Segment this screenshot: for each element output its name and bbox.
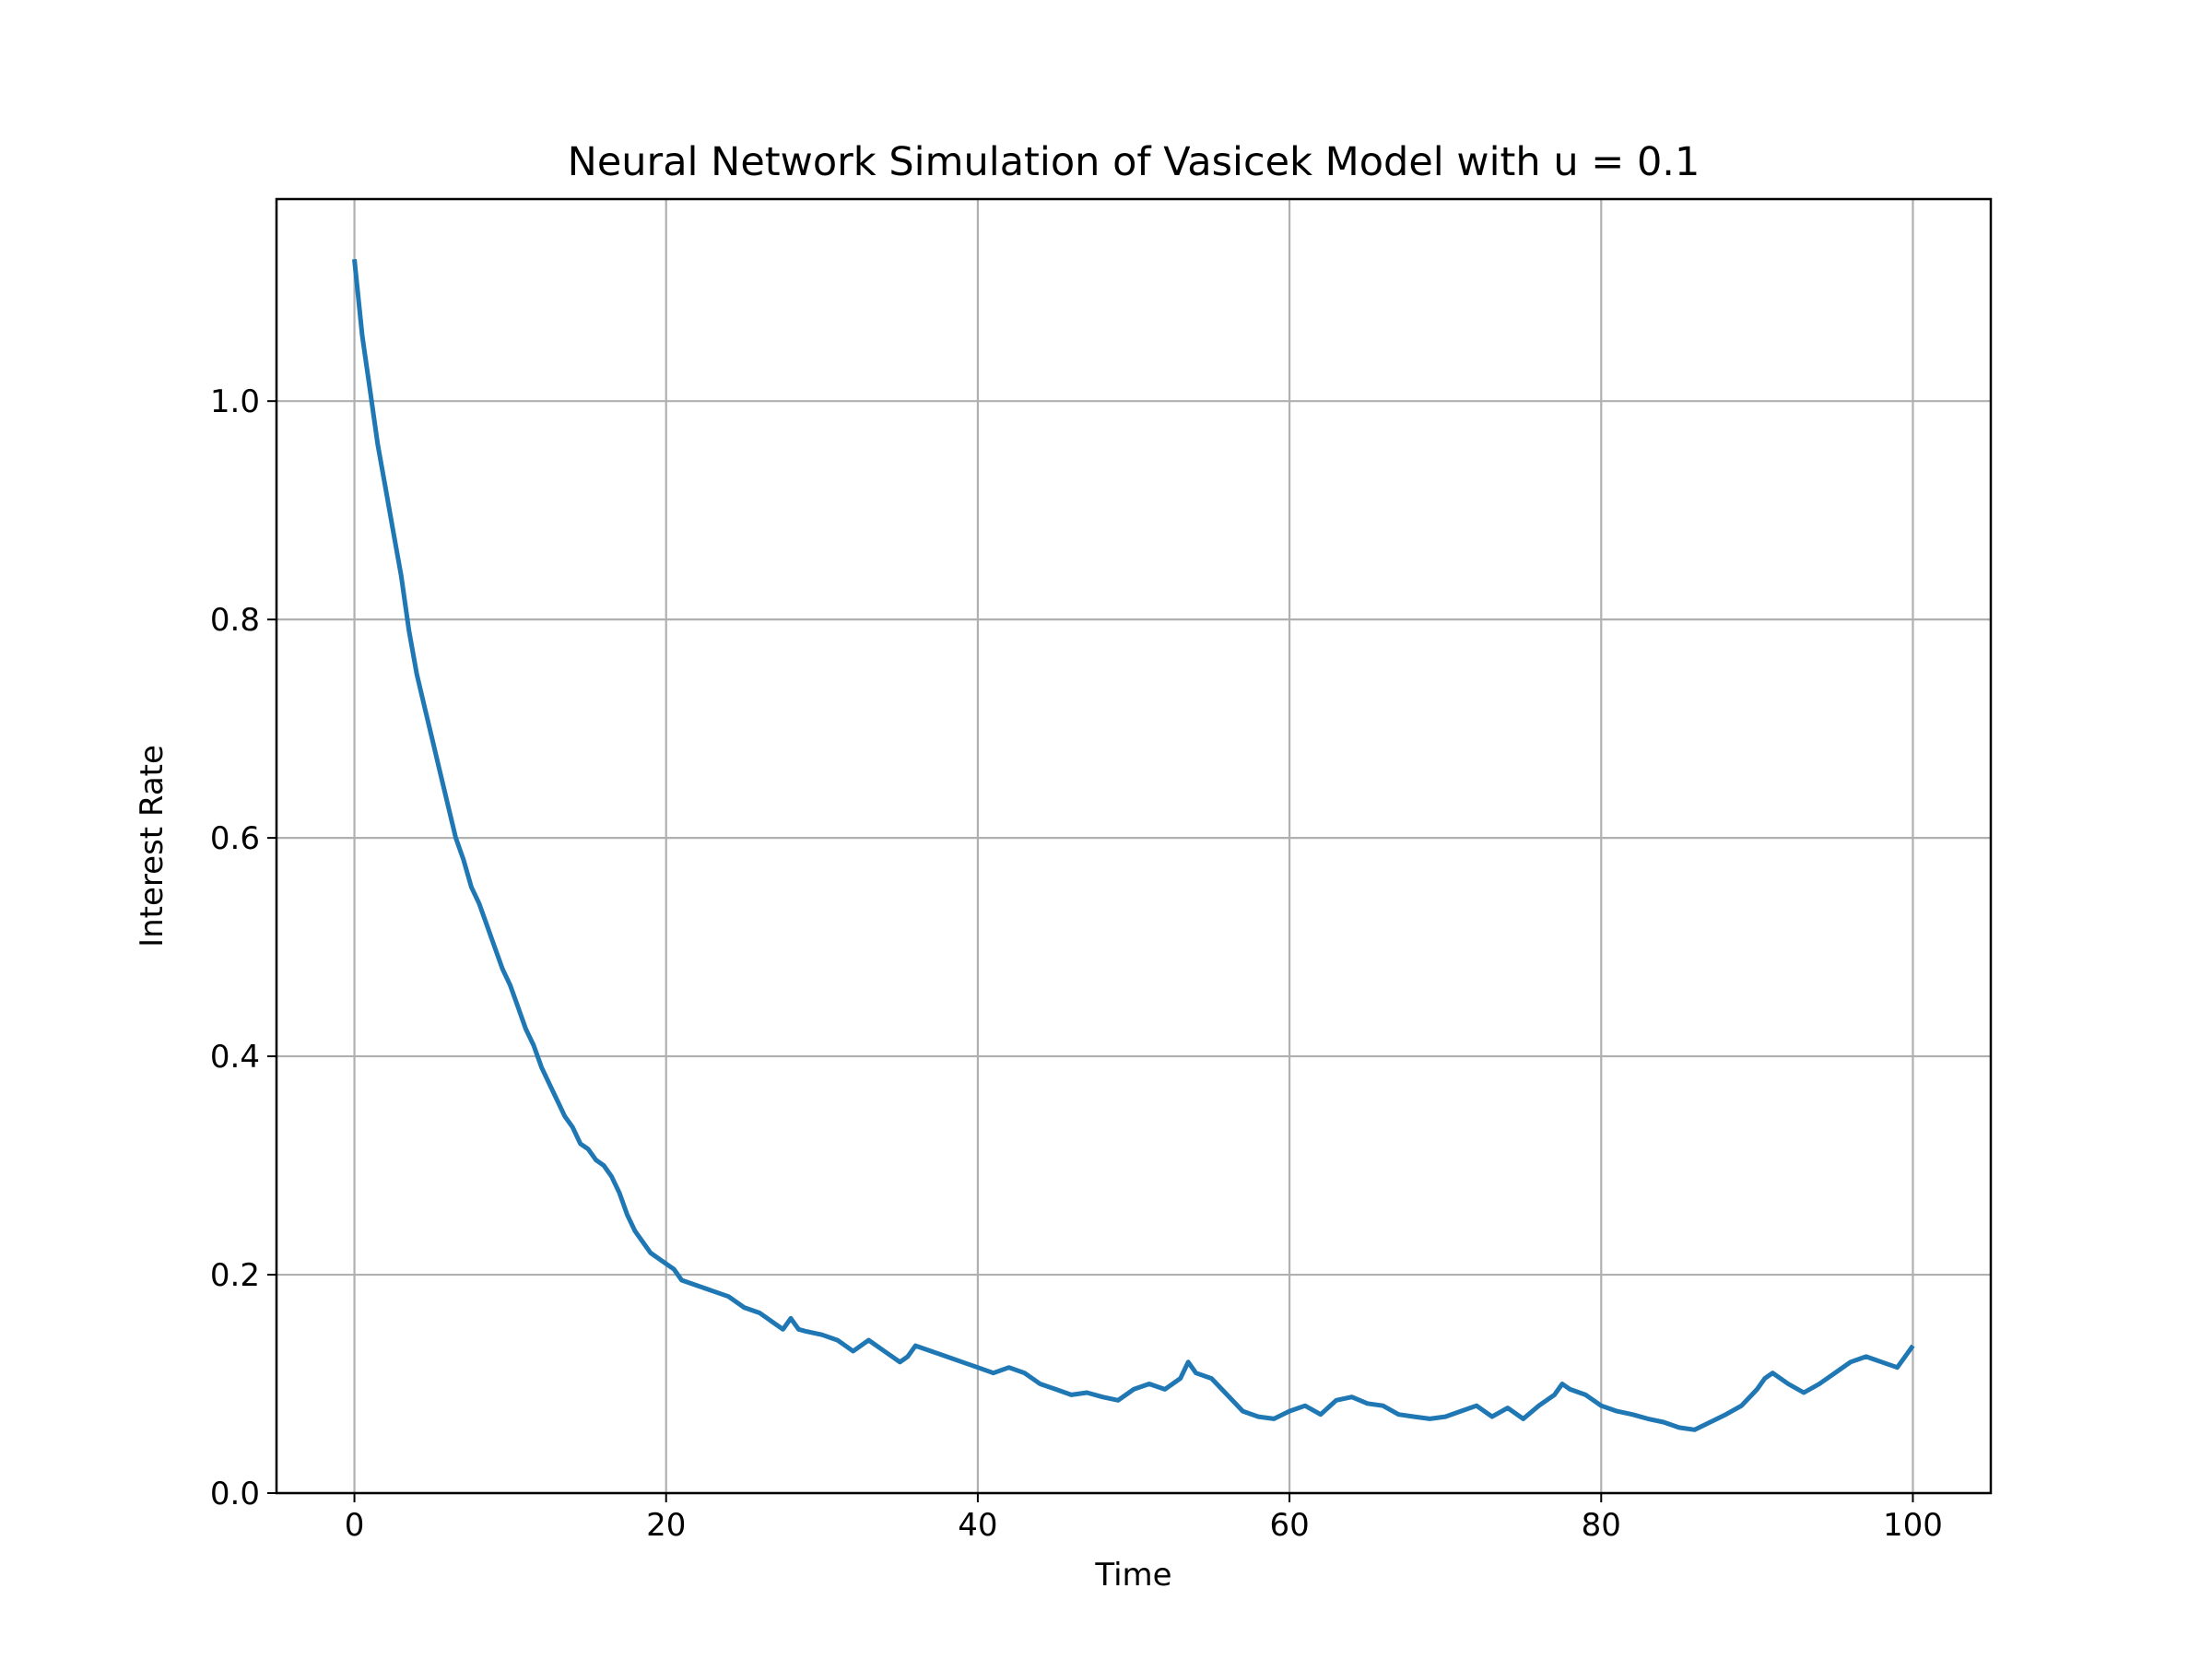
x-tick-label: 20 <box>646 1507 686 1544</box>
x-tick-label: 60 <box>1269 1507 1309 1544</box>
y-axis-ticks: 0.0 0.2 0.4 0.6 0.8 1.0 <box>210 383 276 1512</box>
series-line <box>352 258 1915 1432</box>
x-tick-label: 40 <box>958 1507 997 1544</box>
x-tick-label: 100 <box>1883 1507 1943 1544</box>
y-tick-label: 1.0 <box>210 383 260 420</box>
x-axis-title: Time <box>1094 1557 1171 1594</box>
x-axis-ticks: 0 20 40 60 80 100 <box>345 1493 1943 1544</box>
y-tick-label: 0.6 <box>210 820 260 857</box>
chart-title: Neural Network Simulation of Vasicek Mod… <box>568 139 1700 185</box>
y-tick-label: 0.4 <box>210 1039 260 1076</box>
x-tick-label: 0 <box>345 1507 365 1544</box>
y-axis-title: Interest Rate <box>134 745 171 947</box>
y-tick-label: 0.0 <box>210 1476 260 1512</box>
y-tick-label: 0.2 <box>210 1257 260 1294</box>
series-layer <box>352 258 1915 1432</box>
y-tick-label: 0.8 <box>210 602 260 639</box>
x-tick-label: 80 <box>1582 1507 1621 1544</box>
plot-area-frame <box>275 197 1993 1495</box>
